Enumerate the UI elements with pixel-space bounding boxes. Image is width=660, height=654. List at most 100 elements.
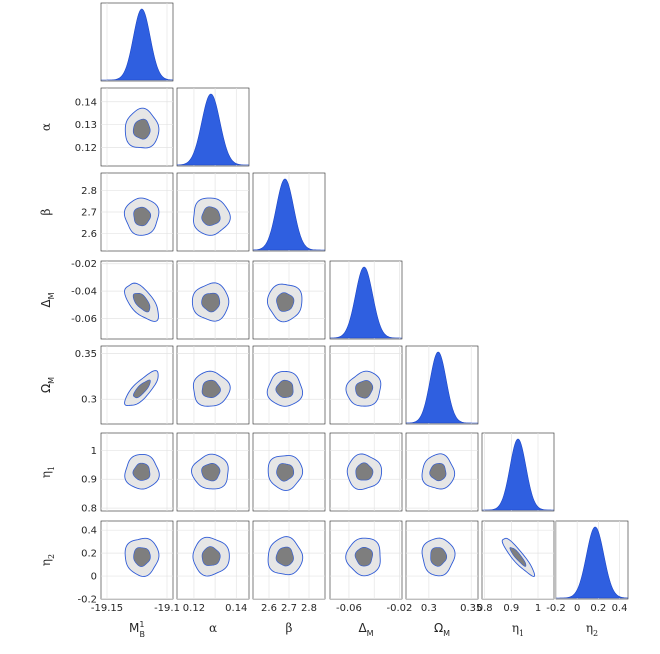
axis-label-MB: M1 B bbox=[129, 620, 145, 639]
tick-label-x-eta2: 0.4 bbox=[612, 603, 628, 614]
contour-1sigma bbox=[430, 547, 448, 567]
tick-label-y-eta2: 0 bbox=[91, 572, 97, 583]
tick-label-x-MB: -19.1 bbox=[154, 603, 180, 614]
tick-label-x-eta2: 0 bbox=[574, 603, 580, 614]
tick-label-x-OmegaM: 0.3 bbox=[421, 603, 437, 614]
panel-frame bbox=[481, 520, 555, 600]
tick-label-y-DeltaM: -0.06 bbox=[71, 314, 97, 325]
tick-label-y-eta2: 0.2 bbox=[81, 549, 97, 560]
panel-eta1-OmegaM bbox=[405, 432, 479, 512]
tick-label-y-eta1: 1 bbox=[91, 446, 97, 457]
contour-1sigma bbox=[354, 546, 373, 567]
contour-1sigma bbox=[275, 546, 294, 567]
axis-label-eta2: η2 bbox=[586, 621, 598, 638]
marginal-density-alpha bbox=[177, 93, 249, 166]
contour-1sigma bbox=[133, 379, 151, 399]
panel-eta1-DeltaM bbox=[329, 432, 403, 512]
panel-OmegaM-MB bbox=[100, 345, 174, 425]
tick-label-y-DeltaM: -0.02 bbox=[71, 259, 97, 270]
panel-beta-alpha bbox=[176, 172, 250, 252]
panel-OmegaM-OmegaM bbox=[405, 345, 479, 425]
panel-eta2-eta1 bbox=[481, 520, 555, 600]
tick-label-x-eta1: 0.9 bbox=[503, 603, 519, 614]
axis-label-eta1: η1 bbox=[39, 466, 56, 478]
tick-label-y-DeltaM: -0.04 bbox=[71, 287, 97, 298]
panel-eta1-alpha bbox=[176, 432, 250, 512]
tick-label-y-alpha: 0.12 bbox=[75, 143, 97, 154]
panel-frame bbox=[176, 260, 250, 340]
contour-1sigma bbox=[201, 379, 221, 398]
axis-label-DeltaM: ΔM bbox=[39, 292, 56, 307]
tick-label-y-eta1: 0.9 bbox=[81, 475, 97, 486]
contour-1sigma bbox=[132, 462, 151, 481]
panel-beta-beta bbox=[252, 172, 326, 252]
panel-DeltaM-DeltaM bbox=[329, 260, 403, 340]
tick-label-x-eta1: 1 bbox=[535, 603, 541, 614]
tick-label-x-alpha: 0.12 bbox=[183, 603, 205, 614]
panel-layer bbox=[100, 2, 629, 600]
contour-1sigma bbox=[276, 292, 295, 312]
tick-label-y-eta1: 0.8 bbox=[81, 504, 97, 515]
panel-DeltaM-alpha bbox=[176, 260, 250, 340]
panel-alpha-alpha bbox=[176, 87, 250, 167]
tick-label-y-OmegaM: 0.3 bbox=[81, 395, 97, 406]
axis-label-eta2: η2 bbox=[39, 554, 56, 566]
panel-eta2-DeltaM bbox=[329, 520, 403, 600]
contour-1sigma bbox=[201, 292, 221, 313]
marginal-density-DeltaM bbox=[330, 266, 402, 339]
marginal-density-OmegaM bbox=[406, 351, 478, 424]
tick-label-y-beta: 2.6 bbox=[81, 229, 97, 240]
contour-1sigma bbox=[429, 463, 447, 482]
tick-label-x-MB: -19.15 bbox=[91, 603, 123, 614]
marginal-density-eta1 bbox=[482, 438, 554, 511]
tick-label-x-eta1: 0.8 bbox=[477, 603, 493, 614]
tick-label-x-beta: 2.6 bbox=[261, 603, 277, 614]
panel-DeltaM-beta bbox=[252, 260, 326, 340]
axis-label-alpha: α bbox=[209, 621, 217, 635]
panel-OmegaM-alpha bbox=[176, 345, 250, 425]
axis-label-DeltaM: ΔM bbox=[358, 621, 373, 638]
tick-label-x-DeltaM: -0.02 bbox=[387, 603, 413, 614]
marginal-density-beta bbox=[253, 178, 325, 251]
contour-1sigma bbox=[509, 547, 527, 567]
panel-beta-MB bbox=[100, 172, 174, 252]
tick-label-y-alpha: 0.14 bbox=[75, 97, 97, 108]
tick-label-x-DeltaM: -0.06 bbox=[336, 603, 362, 614]
tick-label-y-eta2: -0.2 bbox=[77, 595, 97, 606]
tick-label-y-beta: 2.7 bbox=[81, 208, 97, 219]
panel-eta2-eta2 bbox=[555, 520, 629, 600]
contour-1sigma bbox=[133, 206, 152, 227]
axis-label-OmegaM: ΩM bbox=[434, 621, 450, 638]
panel-eta1-MB bbox=[100, 432, 174, 512]
tick-label-x-beta: 2.7 bbox=[281, 603, 297, 614]
axis-label-alpha: α bbox=[39, 123, 53, 131]
contour-1sigma bbox=[355, 462, 374, 481]
panel-OmegaM-DeltaM bbox=[329, 345, 403, 425]
axis-label-beta: β bbox=[39, 208, 53, 215]
contour-1sigma bbox=[132, 293, 151, 313]
panel-OmegaM-beta bbox=[252, 345, 326, 425]
contour-1sigma bbox=[276, 463, 295, 482]
tick-label-x-alpha: 0.14 bbox=[225, 603, 247, 614]
tick-label-x-OmegaM: 0.35 bbox=[460, 603, 482, 614]
panel-MB-MB bbox=[100, 2, 174, 82]
panel-eta2-MB bbox=[100, 520, 174, 600]
contour-1sigma bbox=[201, 206, 221, 226]
marginal-density-MB bbox=[101, 8, 173, 81]
tick-label-y-OmegaM: 0.35 bbox=[75, 349, 97, 360]
contour-1sigma bbox=[201, 463, 221, 482]
axis-label-eta1: η1 bbox=[512, 621, 524, 638]
panel-eta2-OmegaM bbox=[405, 520, 479, 600]
panel-eta1-beta bbox=[252, 432, 326, 512]
contour-1sigma bbox=[275, 379, 294, 398]
label-layer: 0.12 0.13 0.14 2.6 2.7 2.8 -0.06 -0.04 -0.02 0.3 0… bbox=[39, 97, 627, 639]
axis-label-OmegaM: ΩM bbox=[39, 377, 56, 393]
tick-label-x-beta: 2.8 bbox=[301, 603, 317, 614]
panel-DeltaM-MB bbox=[100, 260, 174, 340]
panel-eta2-beta bbox=[252, 520, 326, 600]
contour-1sigma bbox=[355, 380, 374, 399]
contour-1sigma bbox=[133, 547, 151, 567]
tick-label-y-alpha: 0.13 bbox=[75, 120, 97, 131]
panel-eta1-eta1 bbox=[481, 432, 555, 512]
